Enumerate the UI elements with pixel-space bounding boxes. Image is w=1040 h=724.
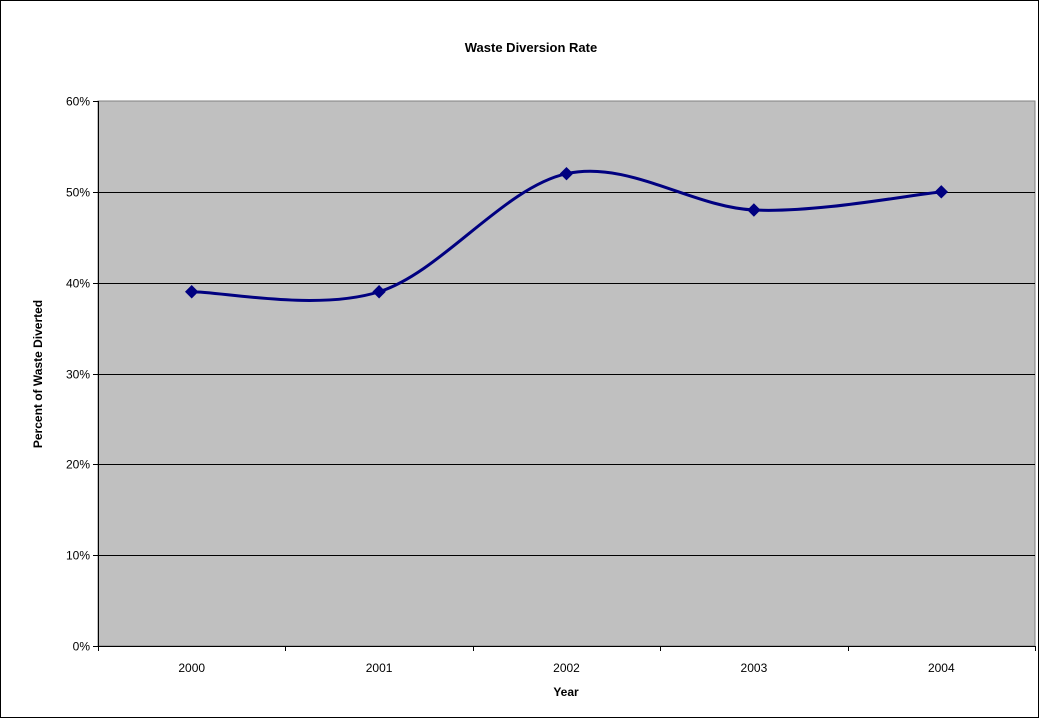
x-tick-label: 2001	[366, 661, 393, 675]
x-tick-label: 2002	[553, 661, 580, 675]
plot-area	[97, 100, 1036, 647]
chart-title: Waste Diversion Rate	[465, 40, 597, 55]
y-axis: 0% 10% 20% 30% 40% 50% 60%	[66, 95, 99, 654]
data-point-marker	[184, 285, 199, 299]
data-point-marker	[372, 285, 386, 299]
x-tick-label: 2000	[178, 661, 205, 675]
x-axis: 2000 2001 2002 2003 2004	[98, 646, 1036, 675]
y-tick-label: 20%	[66, 458, 90, 472]
x-tick-label: 2004	[928, 661, 955, 675]
y-axis-title: Percent of Waste Diverted	[31, 300, 45, 448]
data-point-marker	[559, 166, 574, 181]
data-point-marker	[747, 203, 761, 217]
series-group	[184, 166, 949, 302]
x-tick-label: 2003	[741, 661, 768, 675]
gridlines	[98, 192, 1035, 556]
y-tick-label: 60%	[66, 95, 90, 109]
data-point-marker	[934, 185, 949, 199]
y-tick-label: 50%	[66, 186, 90, 200]
y-tick-label: 30%	[66, 368, 90, 382]
y-tick-label: 40%	[66, 277, 90, 291]
y-tick-label: 10%	[66, 549, 90, 563]
x-axis-title: Year	[553, 685, 579, 699]
y-tick-label: 0%	[73, 640, 91, 654]
